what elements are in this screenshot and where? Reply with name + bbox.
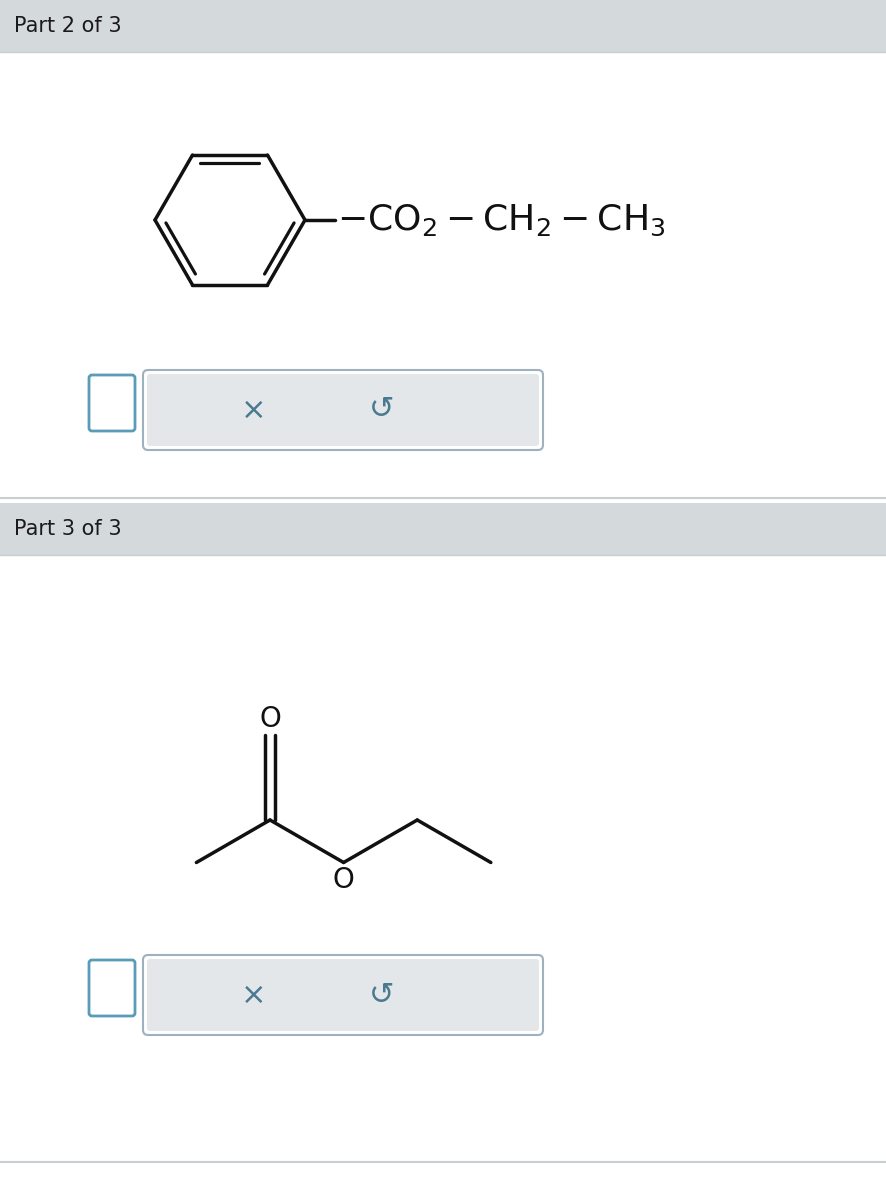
Text: ×: × bbox=[241, 980, 266, 1009]
Text: ×: × bbox=[241, 396, 266, 425]
FancyBboxPatch shape bbox=[0, 0, 886, 52]
Text: O: O bbox=[333, 866, 354, 894]
FancyBboxPatch shape bbox=[89, 960, 135, 1016]
Text: $\mathsf{-CO_2-CH_2-CH_3}$: $\mathsf{-CO_2-CH_2-CH_3}$ bbox=[337, 203, 665, 238]
FancyBboxPatch shape bbox=[147, 374, 539, 446]
Text: Part 3 of 3: Part 3 of 3 bbox=[14, 518, 121, 539]
Text: ↺: ↺ bbox=[369, 980, 395, 1009]
FancyBboxPatch shape bbox=[89, 374, 135, 431]
FancyBboxPatch shape bbox=[0, 503, 886, 554]
FancyBboxPatch shape bbox=[143, 370, 543, 450]
Text: ↺: ↺ bbox=[369, 396, 395, 425]
FancyBboxPatch shape bbox=[143, 955, 543, 1034]
Text: O: O bbox=[259, 704, 281, 733]
Text: Part 2 of 3: Part 2 of 3 bbox=[14, 16, 121, 36]
FancyBboxPatch shape bbox=[147, 959, 539, 1031]
